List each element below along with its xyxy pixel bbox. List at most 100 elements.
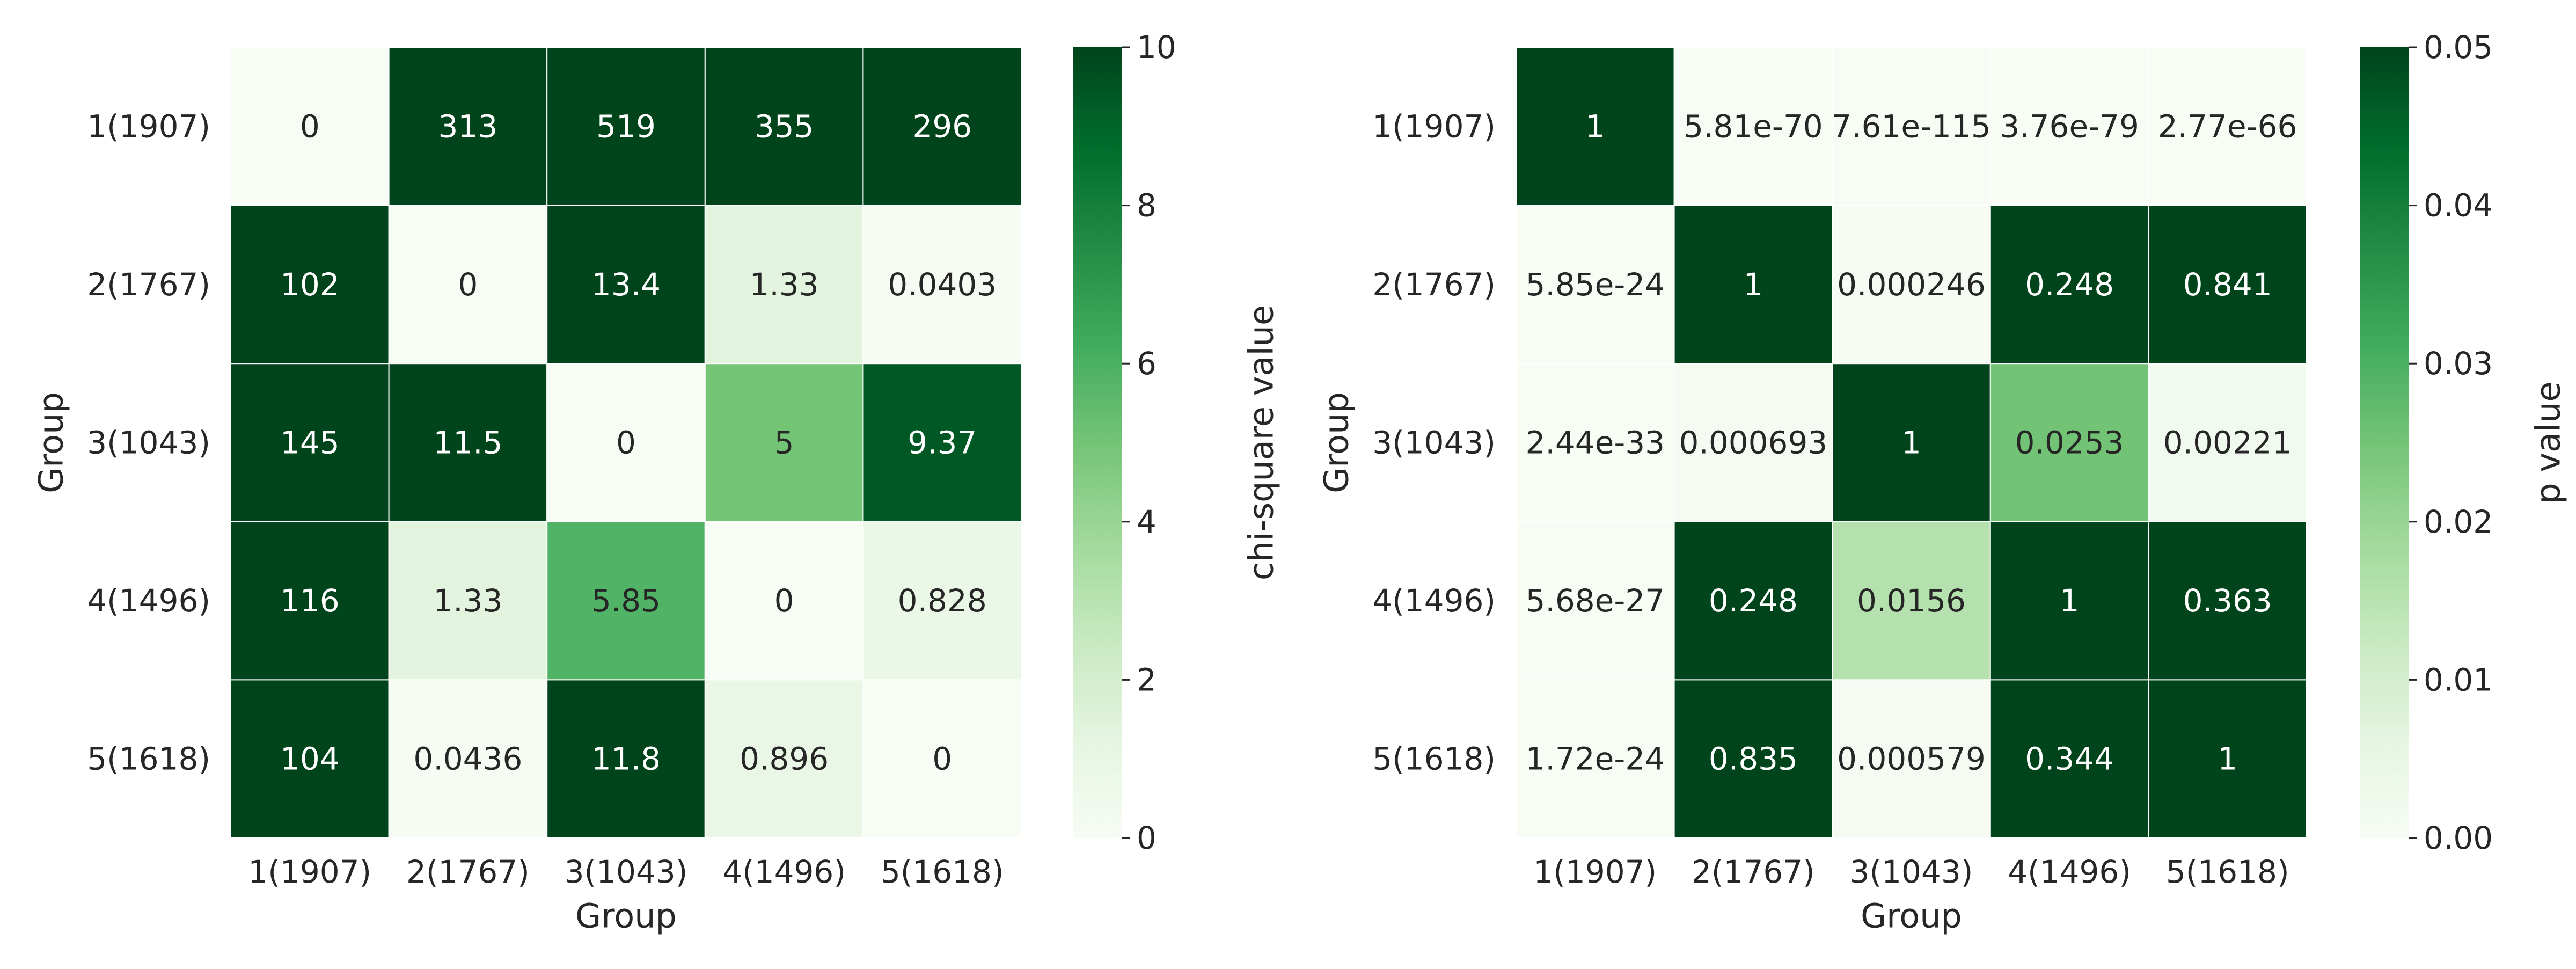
heatmap-cell: [546, 363, 706, 522]
cell-value-label: 11.8: [591, 741, 661, 777]
cell-value-label: 145: [280, 425, 340, 461]
heatmap-cell: [546, 679, 706, 839]
cell-value-label: 1: [1743, 266, 1763, 303]
cell-value-label: 0.896: [740, 741, 829, 777]
heatmap-cell: [1832, 521, 1991, 681]
heatmap-cell: [2148, 47, 2307, 206]
x-tick-label: 4(1496): [722, 854, 846, 890]
colorbar: [2360, 47, 2409, 838]
cell-value-label: 355: [755, 108, 814, 144]
x-tick-label: 4(1496): [2008, 854, 2131, 890]
heatmap-cell: [1832, 363, 1991, 522]
colorbar-tick-label: 0.03: [2424, 345, 2493, 382]
y-tick-label: 1(1907): [1372, 108, 1496, 144]
cell-value-label: 519: [596, 108, 656, 144]
heatmap-cell: [862, 521, 1022, 681]
cell-value-label: 102: [280, 266, 340, 303]
y-tick-label: 2(1767): [87, 266, 210, 303]
cell-value-label: 0.841: [2183, 266, 2272, 303]
heatmap-cell: [1673, 363, 1833, 522]
y-axis-label: Group: [32, 392, 71, 493]
y-tick-label: 5(1618): [87, 741, 210, 777]
heatmap-cell: [1516, 521, 1675, 681]
colorbar-tick-label: 0.00: [2424, 820, 2493, 856]
heatmap-cell: [1673, 47, 1833, 206]
cell-value-label: 0.000246: [1837, 266, 1986, 303]
colorbar: [1073, 47, 1122, 838]
heatmap-cell: [1516, 679, 1675, 839]
cell-value-label: 0: [616, 425, 636, 461]
heatmap-cell: [546, 47, 706, 206]
heatmap-cell: [862, 363, 1022, 522]
colorbar-tick-label: 8: [1137, 187, 1157, 224]
heatmap-cell: [230, 47, 390, 206]
heatmap-cell: [2148, 205, 2307, 365]
colorbar-tick-label: 4: [1137, 504, 1157, 540]
cell-value-label: 0: [774, 582, 794, 619]
cell-value-label: 1: [2218, 741, 2237, 777]
heatmap-cell: [388, 363, 548, 522]
cell-value-label: 2.44e-33: [1526, 425, 1665, 461]
heatmap-cell: [388, 679, 548, 839]
heatmap-cell: [862, 205, 1022, 365]
cell-value-label: 3.76e-79: [2000, 108, 2139, 144]
cell-value-label: 5: [774, 425, 794, 461]
colorbar-tick-label: 0.04: [2424, 187, 2493, 224]
cell-value-label: 0: [300, 108, 320, 144]
heatmap-cell: [388, 47, 548, 206]
heatmap-cell: [862, 47, 1022, 206]
cell-value-label: 0.0403: [888, 266, 997, 303]
heatmap-cell: [1673, 205, 1833, 365]
cell-value-label: 0.0436: [413, 741, 522, 777]
cell-value-label: 5.85e-24: [1526, 266, 1665, 303]
x-tick-label: 1(1907): [1533, 854, 1657, 890]
colorbar-label: chi-square value: [1242, 305, 1281, 580]
cell-value-label: 0.00221: [2163, 425, 2292, 461]
heatmap-cell: [1516, 363, 1675, 522]
cell-value-label: 0.248: [1709, 582, 1798, 619]
colorbar-tick-label: 0: [1137, 820, 1157, 856]
heatmap-cell: [704, 363, 864, 522]
cell-value-label: 313: [438, 108, 498, 144]
cell-value-label: 0: [932, 741, 952, 777]
cell-value-label: 104: [280, 741, 340, 777]
colorbar-tick-label: 0.01: [2424, 661, 2493, 698]
x-tick-label: 3(1043): [1850, 854, 1973, 890]
colorbar-tick-label: 2: [1137, 661, 1157, 698]
cell-value-label: 116: [280, 582, 340, 619]
cell-value-label: 1.33: [433, 582, 502, 619]
x-tick-label: 2(1767): [1692, 854, 1815, 890]
colorbar-label: p value: [2529, 381, 2568, 504]
cell-value-label: 0: [458, 266, 478, 303]
heatmap-cell: [1989, 47, 2149, 206]
x-tick-label: 1(1907): [248, 854, 371, 890]
y-tick-label: 3(1043): [1372, 425, 1496, 461]
cell-value-label: 5.68e-27: [1526, 582, 1665, 619]
colorbar-tick-label: 0.02: [2424, 504, 2493, 540]
colorbar-tick-label: 0.05: [2424, 29, 2493, 65]
y-tick-label: 5(1618): [1372, 741, 1496, 777]
cell-value-label: 7.61e-115: [1832, 108, 1990, 144]
heatmap-cell: [2148, 363, 2307, 522]
heatmap-cell: [388, 205, 548, 365]
heatmap-cell: [230, 521, 390, 681]
cell-value-label: 11.5: [433, 425, 502, 461]
cell-value-label: 0.344: [2025, 741, 2114, 777]
cell-value-label: 5.81e-70: [1684, 108, 1823, 144]
cell-value-label: 296: [912, 108, 972, 144]
heatmap-cell: [1673, 521, 1833, 681]
heatmap-cell: [704, 47, 864, 206]
y-tick-label: 3(1043): [87, 425, 210, 461]
heatmap-cell: [230, 679, 390, 839]
y-tick-label: 1(1907): [87, 108, 210, 144]
heatmap-cell: [1989, 679, 2149, 839]
cell-value-label: 5.85: [591, 582, 661, 619]
cell-value-label: 0.835: [1709, 741, 1798, 777]
cell-value-label: 1.33: [750, 266, 819, 303]
heatmap-cell: [1832, 47, 1991, 206]
cell-value-label: 0.0253: [2015, 425, 2124, 461]
x-tick-label: 5(1618): [881, 854, 1004, 890]
cell-value-label: 0.248: [2025, 266, 2114, 303]
cell-value-label: 0.363: [2183, 582, 2272, 619]
